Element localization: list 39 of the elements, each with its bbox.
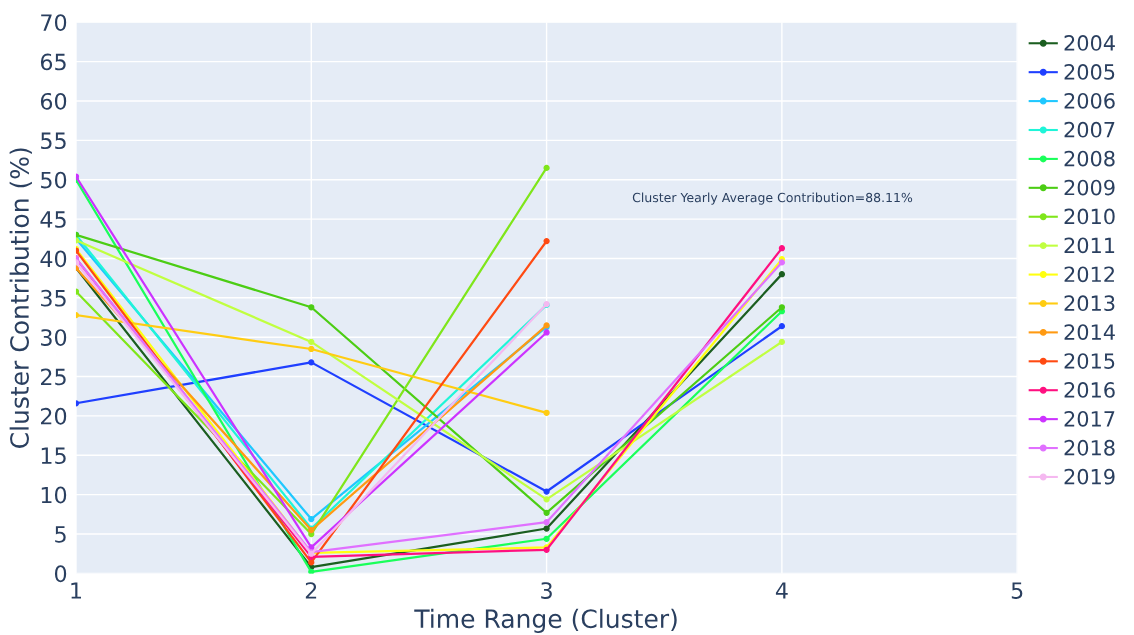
annotation: Cluster Yearly Average Contribution=88.11%	[632, 192, 913, 205]
legend-label: 2012	[1064, 266, 1114, 283]
legend-label: 2005	[1064, 64, 1115, 80]
x-tick-label: 5	[1011, 582, 1023, 599]
legend-label: 2014	[1064, 324, 1115, 340]
legend-label: 2018	[1064, 439, 1115, 456]
y-tick-label: 15	[41, 447, 66, 465]
legend-label: 2004	[1064, 35, 1115, 51]
legend-label: 2010	[1064, 208, 1115, 225]
legend-label: 2008	[1064, 150, 1115, 167]
x-axis-title: Time Range (Cluster)	[414, 608, 677, 633]
y-axis-title: Cluster Contribution (%)	[9, 148, 32, 448]
y-tick-label: 45	[40, 211, 66, 228]
y-tick-label: 55	[41, 132, 66, 150]
y-tick-label: 35	[41, 289, 66, 307]
y-tick-label: 60	[40, 92, 67, 110]
x-tick-label: 4	[775, 582, 788, 599]
y-tick-label: 0	[54, 565, 67, 583]
y-tick-label: 25	[41, 368, 66, 386]
y-tick-label: 65	[40, 53, 66, 71]
legend-label: 2007	[1064, 121, 1115, 138]
legend-label: 2006	[1064, 92, 1115, 109]
legend-label: 2019	[1064, 468, 1115, 485]
x-tick-label: 2	[305, 582, 317, 599]
legend-label: 2009	[1064, 179, 1115, 196]
y-tick-label: 40	[40, 250, 67, 268]
x-tick-label: 3	[541, 582, 552, 599]
legend-label: 2013	[1064, 295, 1115, 312]
y-tick-label: 70	[41, 14, 67, 31]
y-tick-label: 5	[55, 526, 66, 543]
legend-label: 2015	[1064, 353, 1115, 369]
y-tick-label: 10	[41, 486, 67, 504]
legend-label: 2017	[1064, 410, 1115, 427]
y-tick-label: 50	[41, 171, 67, 189]
y-tick-label: 20	[41, 407, 67, 425]
y-tick-label: 30	[41, 329, 67, 346]
x-tick-label: 1	[71, 582, 81, 599]
legend-label: 2016	[1064, 382, 1115, 398]
legend-label: 2011	[1064, 237, 1115, 254]
